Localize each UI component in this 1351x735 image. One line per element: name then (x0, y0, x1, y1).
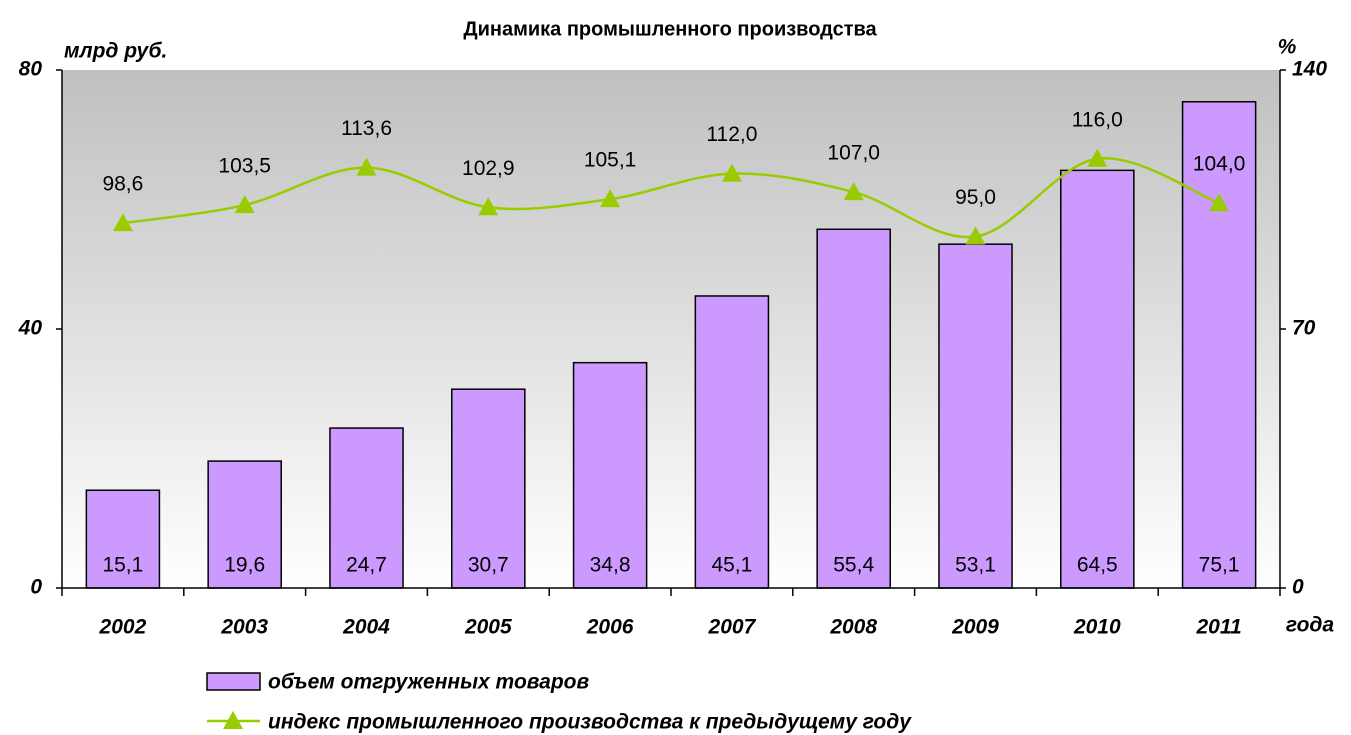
x-axis-label: года (1286, 614, 1334, 637)
line-value-label: 116,0 (1072, 108, 1123, 131)
x-tick-label: 2005 (464, 616, 512, 639)
y-axis-label: млрд руб. (64, 40, 167, 63)
bar (816, 228, 891, 589)
line-marker (721, 163, 742, 182)
bar-value-label: 34,8 (590, 554, 631, 577)
bar (329, 427, 404, 589)
line-value-label: 112,0 (706, 123, 757, 146)
bar-value-label: 19,6 (224, 554, 265, 577)
legend-label: объем отгруженных товаров (268, 671, 590, 694)
bar (694, 295, 770, 589)
line-marker (965, 226, 986, 245)
line-marker (1087, 148, 1108, 167)
line-value-label: 95,0 (955, 186, 996, 209)
line-marker (1209, 193, 1230, 212)
bar-value-label: 55,4 (833, 554, 874, 577)
bar-value-label: 45,1 (711, 554, 752, 577)
line-value-label: 103,5 (218, 155, 271, 178)
bar-value-label: 30,7 (468, 554, 509, 577)
chart-title: Динамика промышленного производства (463, 18, 877, 40)
y-tick-label: 80 (19, 58, 43, 81)
bar-value-label: 75,1 (1199, 554, 1240, 577)
legend-swatch (206, 672, 261, 691)
line-value-label: 98,6 (102, 173, 143, 196)
y-tick-label: 40 (18, 317, 43, 340)
x-tick-label: 2004 (342, 616, 390, 639)
bar-value-label: 24,7 (346, 554, 387, 577)
line-marker (356, 157, 377, 176)
line-value-label: 105,1 (584, 149, 637, 172)
x-tick-label: 2007 (708, 616, 757, 639)
y2-tick-label: 0 (1292, 576, 1304, 599)
bar (572, 361, 648, 589)
x-tick-label: 2003 (220, 616, 268, 639)
bar (207, 460, 282, 589)
y2-tick-label: 140 (1292, 58, 1327, 81)
bar (85, 489, 161, 589)
line-marker (478, 197, 499, 216)
bar-value-label: 53,1 (955, 554, 996, 577)
line-marker (600, 189, 621, 208)
bar-value-label: 15,1 (102, 554, 143, 577)
x-tick-label: 2011 (1196, 616, 1242, 639)
y-tick-label: 0 (30, 576, 42, 599)
x-tick-label: 2009 (951, 616, 999, 639)
line-marker (112, 213, 133, 232)
x-tick-label: 2006 (586, 616, 634, 639)
x-tick-label: 2010 (1073, 616, 1121, 639)
bar (1060, 169, 1135, 589)
legend-label: индекс промышленного производства к пред… (268, 711, 912, 734)
line-value-label: 102,9 (462, 157, 515, 180)
x-tick-label: 2008 (829, 616, 877, 639)
bar (451, 388, 526, 589)
bar (1181, 100, 1257, 589)
legend-marker (223, 711, 243, 729)
line-marker (843, 182, 864, 201)
bar-value-label: 64,5 (1077, 554, 1118, 577)
line (122, 157, 1220, 239)
line-value-label: 113,6 (341, 117, 392, 140)
y2-tick-label: 70 (1292, 317, 1316, 340)
y2-axis-label: % (1278, 36, 1297, 59)
bar (938, 243, 1013, 589)
line-value-label: 107,0 (827, 142, 880, 165)
line-marker (234, 195, 255, 214)
x-tick-label: 2002 (99, 616, 147, 639)
line-value-label: 104,0 (1193, 153, 1246, 176)
